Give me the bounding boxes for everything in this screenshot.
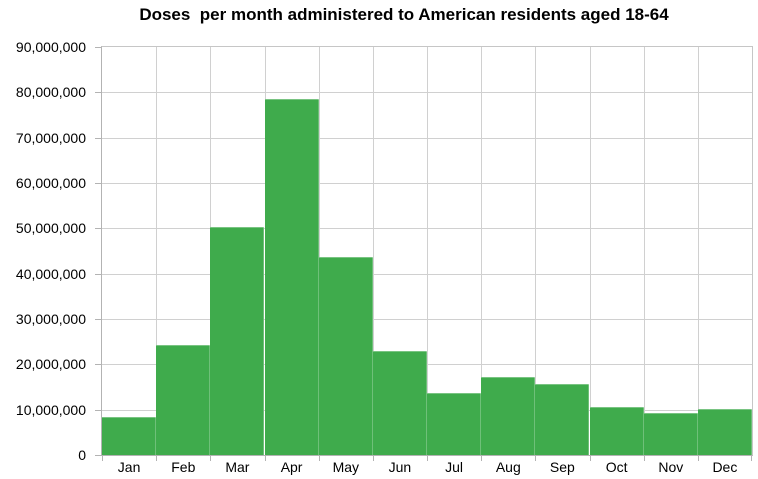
x-axis-label-jun: Jun (388, 459, 412, 475)
y-axis-tick (95, 273, 102, 275)
x-axis-tick (210, 456, 212, 461)
bar-may (318, 257, 373, 455)
x-axis-label-mar: Mar (225, 459, 250, 475)
bar-jan (102, 416, 157, 455)
y-axis-label: 20,000,000 (15, 356, 86, 373)
y-axis-tick (95, 319, 102, 320)
y-axis-tick (95, 409, 102, 411)
x-axis-tick (697, 456, 699, 461)
x-axis-tick (751, 456, 752, 461)
x-axis-label-may: May (332, 459, 360, 475)
x-axis-tick (264, 456, 266, 461)
y-axis-label: 90,000,000 (15, 39, 86, 55)
vertical-gridline (535, 47, 537, 455)
y-axis-label: 30,000,000 (15, 311, 86, 327)
x-axis-tick (318, 456, 320, 461)
plot-area (101, 46, 753, 456)
bar-nov (643, 413, 698, 455)
vertical-gridline (156, 47, 158, 455)
y-axis-tick (95, 47, 102, 48)
vertical-gridline (481, 47, 483, 455)
bar-jun (372, 350, 427, 455)
y-axis-tick (95, 183, 102, 184)
bar-aug (481, 377, 536, 455)
y-axis-tick (95, 455, 102, 456)
bar-sep (535, 384, 590, 455)
y-axis-label: 0 (78, 447, 86, 463)
y-axis-label: 10,000,000 (15, 401, 86, 418)
x-axis-label-jan: Jan (117, 459, 141, 475)
y-axis-label: 80,000,000 (15, 84, 86, 101)
x-axis-tick (481, 456, 483, 461)
x-axis-label-jul: Jul (445, 459, 464, 475)
bar-apr (264, 99, 319, 455)
x-axis-label-dec: Dec (712, 459, 738, 475)
vertical-gridline (427, 47, 428, 455)
vertical-gridline (372, 47, 374, 455)
vertical-gridline (589, 47, 591, 455)
bar-dec (697, 409, 752, 455)
x-axis-tick (535, 456, 537, 461)
x-axis-tick (427, 456, 428, 461)
x-axis-label-nov: Nov (658, 459, 684, 475)
bar-feb (156, 344, 211, 455)
y-axis-tick (95, 92, 102, 94)
y-axis-label: 60,000,000 (15, 175, 86, 191)
x-axis-tick (102, 456, 103, 461)
y-axis-tick (95, 364, 102, 366)
x-axis-label-aug: Aug (495, 459, 521, 475)
vertical-gridline (643, 47, 645, 455)
x-axis-label-sep: Sep (549, 459, 575, 475)
y-axis-label: 40,000,000 (15, 265, 86, 282)
bar-jul (427, 392, 482, 455)
y-axis-tick (95, 228, 102, 230)
x-axis-tick (589, 456, 591, 461)
x-axis-tick (156, 456, 158, 461)
vertical-gridline (697, 47, 699, 455)
chart-title: Doses per month administered to American… (139, 5, 669, 24)
y-axis-label: 70,000,000 (15, 129, 86, 146)
x-axis-tick (372, 456, 374, 461)
x-axis-tick (643, 456, 645, 461)
y-axis-label: 50,000,000 (15, 220, 86, 237)
vertical-gridline (318, 47, 320, 455)
x-axis-label-apr: Apr (280, 459, 303, 475)
x-axis-label-oct: Oct (605, 459, 628, 475)
bar-mar (210, 226, 265, 455)
x-axis-label-feb: Feb (171, 459, 196, 475)
y-axis-tick (95, 137, 102, 139)
bar-oct (589, 406, 644, 455)
